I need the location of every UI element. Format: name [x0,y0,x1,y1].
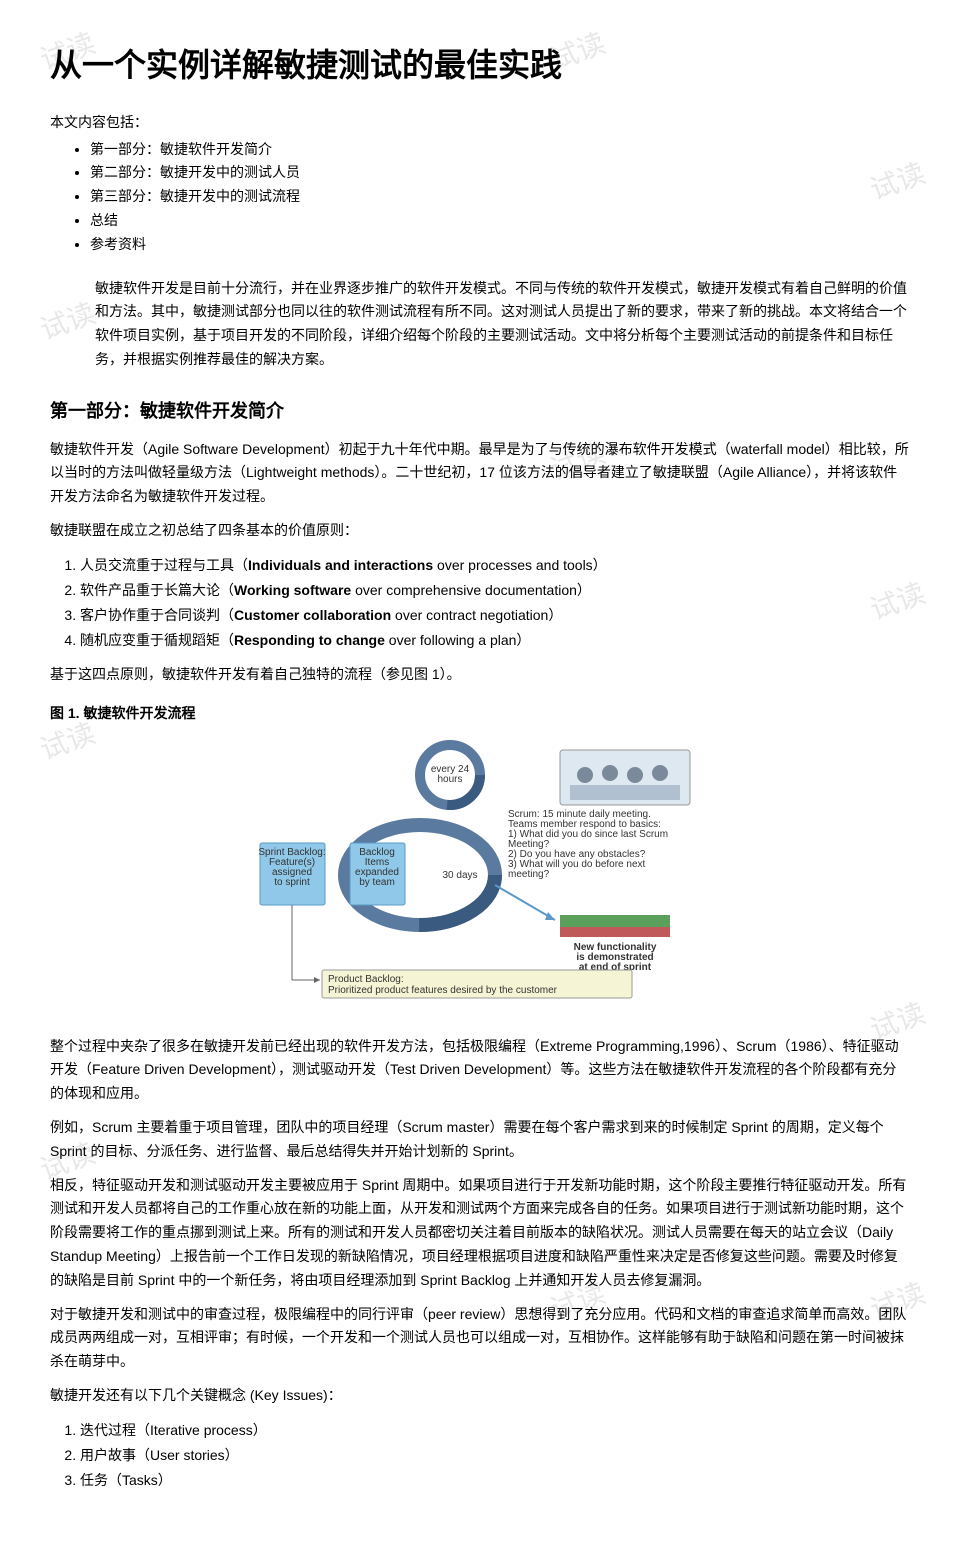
key-issues-list: 迭代过程（Iterative process） 用户故事（User storie… [80,1418,910,1494]
principle-item: 软件产品重于长篇大论（Working software over compreh… [80,578,910,603]
key-issue-item: 用户故事（User stories） [80,1443,910,1468]
svg-text:Prioritized product features d: Prioritized product features desired by … [328,985,558,996]
paragraph: 敏捷开发还有以下几个关键概念 (Key Issues)： [50,1384,910,1408]
document-title: 从一个实例详解敏捷测试的最佳实践 [50,40,910,91]
paragraph: 整个过程中夹杂了很多在敏捷开发前已经出现的软件开发方法，包括极限编程（Extre… [50,1035,910,1106]
paragraph: 敏捷联盟在成立之初总结了四条基本的价值原则： [50,519,910,543]
paragraph: 例如，Scrum 主要着重于项目管理，团队中的项目经理（Scrum master… [50,1116,910,1164]
toc-item: 总结 [90,209,910,233]
svg-text:by team: by team [359,877,395,888]
principle-item: 客户协作重于合同谈判（Customer collaboration over c… [80,603,910,628]
paragraph: 基于这四点原则，敏捷软件开发有着自己独特的流程（参见图 1）。 [50,663,910,687]
toc-item: 第一部分：敏捷软件开发简介 [90,138,910,162]
svg-text:Product Backlog:: Product Backlog: [328,974,404,985]
figure-caption: 图 1. 敏捷软件开发流程 [50,702,910,724]
abstract: 敏捷软件开发是目前十分流行，并在业界逐步推广的软件开发模式。不同与传统的软件开发… [95,277,910,372]
svg-text:hours: hours [437,774,462,785]
table-of-contents: 第一部分：敏捷软件开发简介 第二部分：敏捷开发中的测试人员 第三部分：敏捷开发中… [90,138,910,257]
toc-item: 第二部分：敏捷开发中的测试人员 [90,161,910,185]
toc-item: 参考资料 [90,233,910,257]
paragraph: 敏捷软件开发（Agile Software Development）初起于九十年… [50,438,910,509]
svg-text:meeting?: meeting? [508,869,550,880]
toc-item: 第三部分：敏捷开发中的测试流程 [90,185,910,209]
principle-item: 随机应变重于循规蹈矩（Responding to change over fol… [80,628,910,653]
principle-item: 人员交流重于过程与工具（Individuals and interactions… [80,553,910,578]
svg-text:30 days: 30 days [442,870,477,881]
key-issue-item: 任务（Tasks） [80,1468,910,1493]
principles-list: 人员交流重于过程与工具（Individuals and interactions… [80,553,910,654]
key-issue-item: 迭代过程（Iterative process） [80,1418,910,1443]
paragraph: 对于敏捷开发和测试中的审查过程，极限编程中的同行评审（peer review）思… [50,1303,910,1374]
section-heading: 第一部分：敏捷软件开发简介 [50,397,910,426]
toc-label: 本文内容包括： [50,111,910,133]
svg-text:to sprint: to sprint [274,877,310,888]
paragraph: 相反，特征驱动开发和测试驱动开发主要被应用于 Sprint 周期中。如果项目进行… [50,1174,910,1293]
figure-scrum-flow: every 24 hours 30 days Sprint Backlog: F… [240,735,720,1015]
